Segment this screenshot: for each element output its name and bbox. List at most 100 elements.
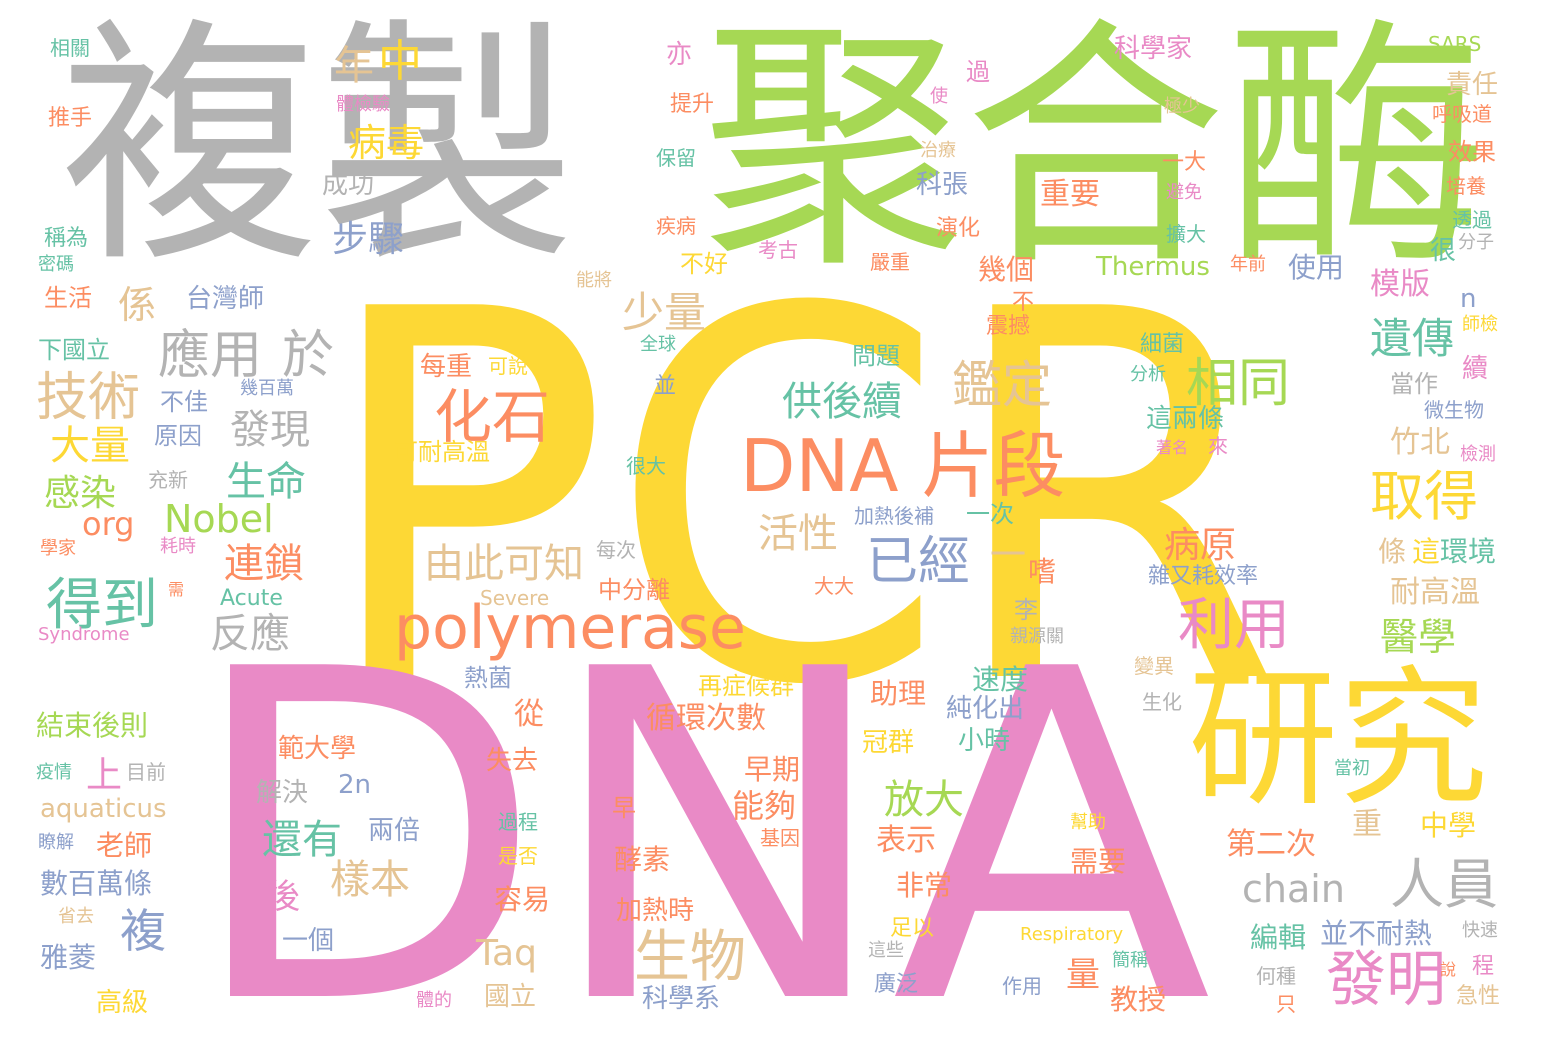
word: 後 xyxy=(266,877,300,917)
word: 使用 xyxy=(1288,251,1345,284)
word: 模版 xyxy=(1370,267,1430,302)
word: 純化出 xyxy=(946,694,1025,724)
word: 治療 xyxy=(920,140,956,161)
word: 速度 xyxy=(972,663,1029,696)
word: 很 xyxy=(1430,236,1457,266)
word: 密碼 xyxy=(38,254,74,275)
word: aquaticus xyxy=(40,794,167,824)
word: 廣泛 xyxy=(874,972,919,997)
word: 大量 xyxy=(50,423,130,469)
word: 演化 xyxy=(936,216,981,241)
word: 容易 xyxy=(494,883,551,916)
word: 大大 xyxy=(814,574,854,598)
word: 科張 xyxy=(916,170,969,200)
word: 相關 xyxy=(50,36,90,60)
word: 當初 xyxy=(1334,758,1370,779)
word: 人員 xyxy=(1390,853,1498,916)
word: 連鎖 xyxy=(224,541,304,587)
word: 研究 xyxy=(1188,653,1489,827)
word: 這 xyxy=(1412,535,1441,568)
word: 教授 xyxy=(1110,983,1167,1016)
word: 雜又耗效率 xyxy=(1148,564,1259,589)
word: 醫學 xyxy=(1380,615,1457,659)
word: 可說 xyxy=(488,354,528,378)
word: 很大 xyxy=(626,454,666,478)
word: 相同 xyxy=(1186,354,1291,414)
word: 係 xyxy=(118,283,157,327)
word: Syndrome xyxy=(38,624,130,645)
word: 急性 xyxy=(1456,984,1501,1009)
word: 每次 xyxy=(596,538,636,562)
word: 一個 xyxy=(282,926,335,956)
word: 利用 xyxy=(1178,593,1290,658)
word: 幫助 xyxy=(1070,812,1106,833)
word: Thermus xyxy=(1096,252,1210,282)
word: 瞭解 xyxy=(38,832,74,853)
word: 加熱後補 xyxy=(854,504,934,528)
word: 量 xyxy=(1066,955,1100,995)
word: 不 xyxy=(1012,290,1035,315)
word: 複 xyxy=(120,904,166,958)
word: 步驟 xyxy=(332,219,405,260)
word: 需 xyxy=(168,580,185,599)
word: 耐高溫 xyxy=(1390,575,1480,610)
word: 再症候群 xyxy=(698,672,794,700)
word: 嚴重 xyxy=(870,250,910,274)
word: 生命 xyxy=(226,459,306,505)
word: 幾個 xyxy=(978,253,1035,286)
word: 取得 xyxy=(1370,465,1478,528)
word: 快速 xyxy=(1462,920,1498,941)
word: 疫情 xyxy=(36,762,72,783)
word: 李 xyxy=(1014,596,1038,624)
word: 續 xyxy=(1462,354,1489,384)
word: PCR xyxy=(318,204,1281,797)
word: 師檢 xyxy=(1462,314,1498,335)
word: 足以 xyxy=(890,916,935,941)
word: 得到 xyxy=(46,573,158,638)
word: 病毒 xyxy=(348,121,425,165)
word: 一 xyxy=(990,535,1027,576)
word: 科學系 xyxy=(642,984,721,1014)
word: Severe xyxy=(480,586,550,610)
word: 體檢驗 xyxy=(336,94,390,115)
word: 病原 xyxy=(1164,525,1237,566)
word: 簡稱 xyxy=(1112,950,1148,971)
word: 下國立 xyxy=(38,336,110,364)
word: 年 xyxy=(334,43,374,89)
word: 科學家 xyxy=(1114,34,1193,64)
word: 分析 xyxy=(1130,364,1166,385)
word: Nobel xyxy=(164,497,274,541)
word: 重 xyxy=(1352,807,1382,842)
word: 變異 xyxy=(1134,654,1174,678)
word: 中分離 xyxy=(598,576,670,604)
word: 是否 xyxy=(498,844,538,868)
word: 過 xyxy=(966,58,990,86)
word: 反應 xyxy=(210,611,290,657)
word: 重要 xyxy=(1040,177,1100,212)
word: 結束後則 xyxy=(36,709,149,742)
word: 幾百萬 xyxy=(240,378,294,399)
word: 來 xyxy=(1208,434,1228,458)
word: 這些 xyxy=(868,940,904,961)
word: 過程 xyxy=(498,810,538,834)
word: 效果 xyxy=(1448,138,1496,166)
word: 台灣師 xyxy=(186,284,265,314)
word: 需要 xyxy=(1070,845,1127,878)
word: 小時 xyxy=(958,726,1011,756)
word: 循環次數 xyxy=(646,701,766,736)
word: 活性 xyxy=(758,511,838,557)
word: 中學 xyxy=(1420,809,1477,842)
word: 技術 xyxy=(36,368,141,428)
word: 檢測 xyxy=(1460,444,1496,465)
word: 助理 xyxy=(870,677,927,710)
word: 複製 xyxy=(60,0,576,297)
word: DNA xyxy=(184,575,1212,1052)
word: 放大 xyxy=(884,777,964,823)
word: 程 xyxy=(1472,954,1495,979)
word: 冠群 xyxy=(862,728,915,758)
word: 提升 xyxy=(670,92,715,117)
word: 於 xyxy=(282,326,335,386)
word: 震撼 xyxy=(986,314,1031,339)
word: 充新 xyxy=(148,468,188,492)
word: 非常 xyxy=(896,869,953,902)
